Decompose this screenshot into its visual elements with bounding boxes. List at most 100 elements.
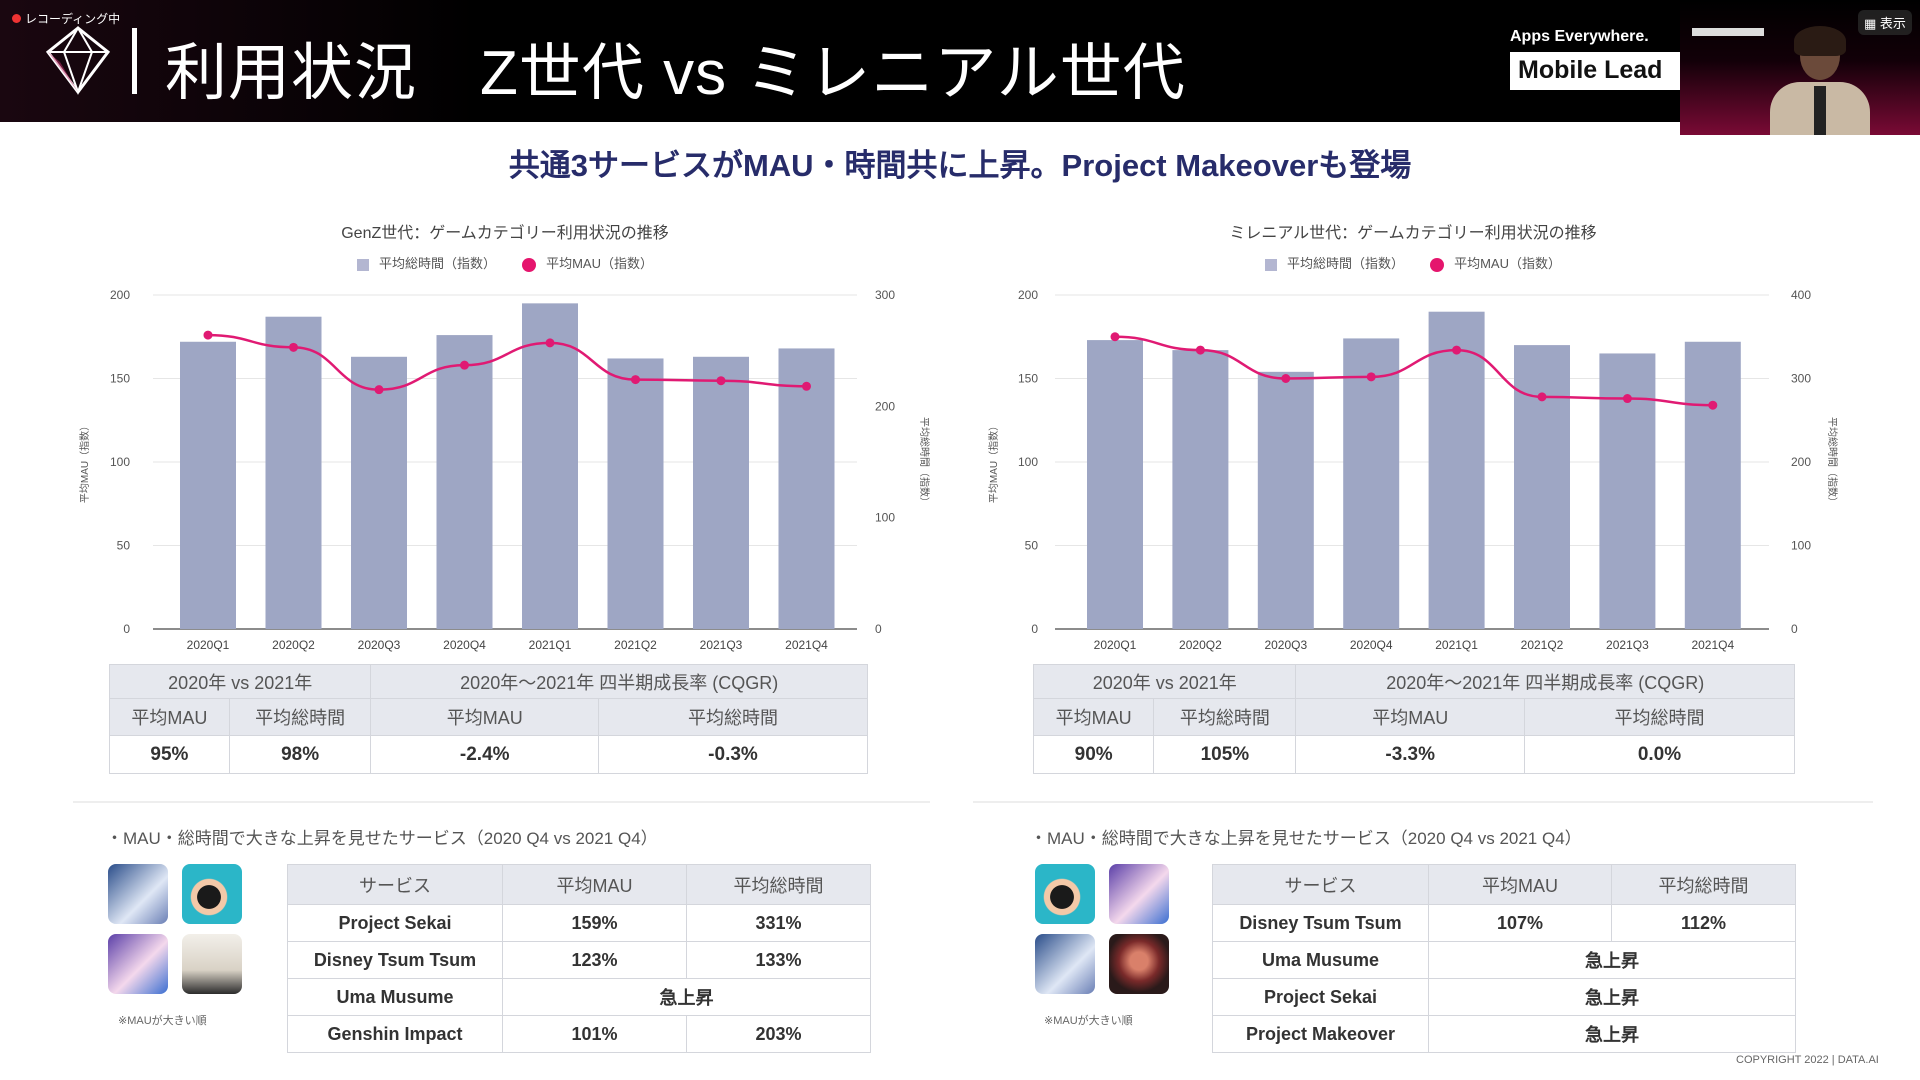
- mau-point: [1622, 394, 1632, 404]
- summary-col-header: 平均総時間: [598, 698, 868, 736]
- x-tick-label: 2021Q1: [529, 638, 572, 652]
- legend-swatch-bar-icon: [1265, 258, 1278, 271]
- legend-label: 平均総時間（指数）: [1287, 256, 1405, 271]
- show-button-label: 表示: [1879, 16, 1906, 31]
- mau-point: [289, 342, 298, 352]
- bar: [351, 356, 407, 629]
- chart-legend-millennial: 平均総時間（指数） 平均MAU（指数）: [1113, 253, 1713, 272]
- x-tick-label: 2020Q1: [1094, 638, 1137, 652]
- tsum-tsum-icon: [182, 864, 242, 924]
- mau-point: [1708, 400, 1718, 410]
- y-tick-label: 0: [1031, 622, 1038, 636]
- services-heading-millennial: ・MAU・総時間で大きな上昇を見せたサービス（2020 Q4 vs 2021 Q…: [1030, 829, 1582, 848]
- service-name: Project Sekai: [287, 904, 503, 942]
- x-tick-label: 2021Q4: [1691, 638, 1734, 652]
- project-sekai-icon: [1035, 934, 1095, 994]
- table-row: Project Sekai 159% 331%: [287, 904, 871, 942]
- legend-label: 平均総時間（指数）: [379, 256, 497, 271]
- services-col-header: 平均MAU: [502, 864, 687, 905]
- y2-tick-label: 0: [875, 622, 882, 636]
- presenter-tie: [1814, 86, 1826, 135]
- bar: [1514, 345, 1570, 629]
- x-tick-label: 2021Q3: [700, 638, 743, 652]
- mau-point: [631, 375, 640, 385]
- bar: [436, 335, 493, 629]
- copyright: COPYRIGHT 2022 | DATA.AI: [1736, 1054, 1879, 1066]
- services-col-header: 平均総時間: [686, 864, 871, 905]
- y-tick-label: 50: [117, 539, 131, 553]
- y2-tick-label: 300: [1791, 372, 1811, 386]
- bar: [1684, 341, 1741, 629]
- uma-musume-icon: [108, 934, 168, 994]
- service-mau: 101%: [502, 1015, 687, 1053]
- mau-point: [374, 385, 384, 395]
- mau-point: [802, 381, 811, 391]
- service-mau: 107%: [1428, 904, 1612, 942]
- bar: [180, 341, 236, 629]
- legend-swatch-line-icon: [522, 257, 537, 272]
- service-surge: 急上昇: [1428, 978, 1796, 1016]
- summary-col-header: 平均総時間: [1153, 698, 1297, 736]
- genshin-impact-icon: [182, 934, 242, 994]
- chart-title-genz: GenZ世代：ゲームカテゴリー利用状況の推移: [341, 225, 669, 242]
- service-mau: 159%: [502, 904, 687, 942]
- x-tick-label: 2021Q2: [1521, 638, 1564, 652]
- service-time: 203%: [686, 1015, 871, 1053]
- service-name: Uma Musume: [1212, 941, 1429, 979]
- x-tick-label: 2020Q4: [443, 638, 486, 652]
- service-surge: 急上昇: [1428, 941, 1796, 979]
- summary-value: -0.3%: [598, 735, 868, 774]
- x-tick-label: 2021Q2: [614, 638, 657, 652]
- icon-caption: ※MAUが大きい順: [118, 1015, 207, 1027]
- summary-group-header: 2020年～2021年 四半期成長率 (CQGR): [370, 664, 868, 699]
- y2-tick-label: 100: [875, 511, 895, 525]
- uma-musume-icon: [1109, 864, 1169, 924]
- y-tick-label: 150: [110, 372, 130, 386]
- brand-tagline: Apps Everywhere.: [1510, 28, 1649, 45]
- mau-point: [716, 376, 726, 386]
- diamond-logo-icon: [45, 26, 111, 96]
- x-tick-label: 2021Q1: [1435, 638, 1478, 652]
- bar: [693, 356, 749, 629]
- y2-tick-label: 200: [875, 399, 895, 413]
- summary-value: 90%: [1032, 735, 1155, 774]
- tsum-tsum-icon: [1035, 864, 1095, 924]
- show-button[interactable]: ▦ 表示: [1858, 10, 1912, 35]
- y2-axis-title: 平均総時間（指数）: [918, 417, 931, 507]
- y2-tick-label: 0: [1791, 622, 1798, 636]
- service-time: 331%: [686, 904, 871, 942]
- summary-value: -3.3%: [1295, 735, 1525, 774]
- service-name: Uma Musume: [287, 978, 503, 1016]
- mau-point: [1537, 392, 1547, 402]
- x-tick-label: 2020Q2: [272, 638, 315, 652]
- legend-item-time: 平均総時間（指数）: [357, 253, 496, 272]
- service-name: Project Makeover: [1212, 1015, 1429, 1053]
- bar: [1087, 340, 1143, 629]
- mau-point: [1195, 345, 1205, 355]
- bar: [522, 303, 578, 629]
- x-tick-label: 2020Q1: [187, 638, 230, 652]
- summary-group-header: 2020年～2021年 四半期成長率 (CQGR): [1295, 664, 1795, 699]
- section-divider: [73, 801, 930, 803]
- bar: [1172, 350, 1229, 629]
- legend-label: 平均MAU（指数）: [546, 256, 653, 271]
- icon-caption: ※MAUが大きい順: [1044, 1015, 1133, 1027]
- x-tick-label: 2020Q2: [1179, 638, 1222, 652]
- table-row: Project Makeover 急上昇: [1212, 1015, 1796, 1053]
- y2-tick-label: 300: [875, 288, 895, 302]
- header-divider: [132, 28, 137, 94]
- chart-millennial: 0 50 100 150 200 0 100 200 300 400 平均MAU（指数） 平均総時間（…: [987, 288, 1839, 652]
- summary-col-header: 平均MAU: [109, 698, 230, 736]
- mau-point: [460, 360, 469, 370]
- recording-dot-icon: [12, 14, 21, 23]
- project-makeover-icon: [1109, 934, 1169, 994]
- mau-line: [207, 333, 807, 391]
- chart-title-millennial: ミレニアル世代：ゲームカテゴリー利用状況の推移: [1229, 225, 1597, 242]
- y2-tick-label: 200: [1791, 455, 1811, 469]
- services-col-header: サービス: [287, 864, 503, 905]
- chart-genz: 0 50 100 150 200 0 100 200 300 平均MAU（指数） 平均総時間（指数）…: [78, 288, 931, 652]
- table-row: Disney Tsum Tsum 123% 133%: [287, 941, 871, 979]
- summary-value: 0.0%: [1523, 735, 1796, 774]
- service-mau: 123%: [502, 941, 687, 979]
- y2-tick-label: 400: [1791, 288, 1811, 302]
